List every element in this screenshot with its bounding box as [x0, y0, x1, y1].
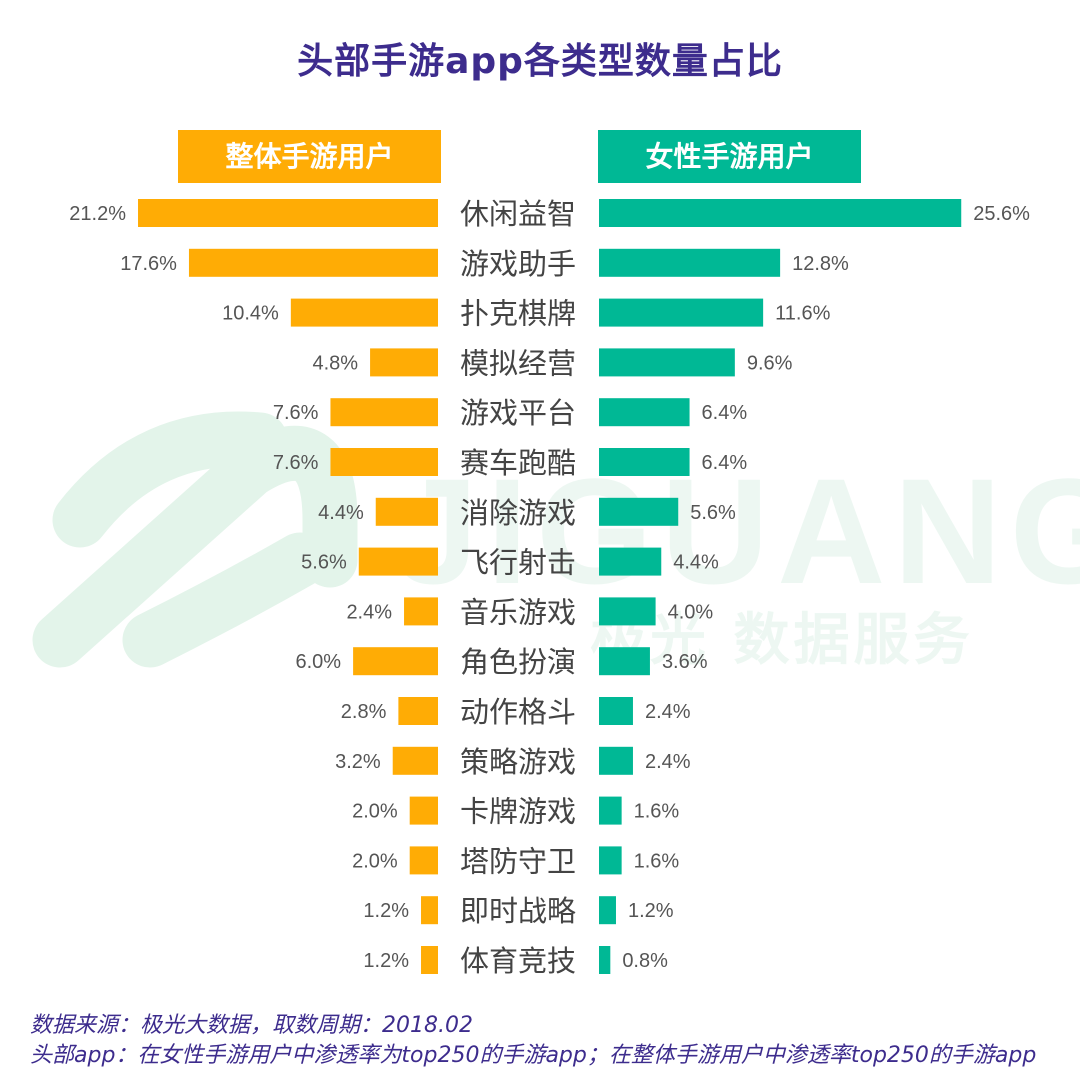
bar-overall-7	[358, 547, 438, 576]
category-label-0: 休闲益智	[460, 197, 576, 231]
legend-overall: 整体手游用户	[178, 130, 441, 183]
bar-overall-3	[370, 348, 438, 377]
value-label-female-0: 25.6%	[973, 203, 1030, 225]
value-label-female-13: 1.6%	[634, 850, 680, 872]
value-label-female-5: 6.4%	[702, 452, 748, 474]
category-label-3: 模拟经营	[460, 346, 576, 380]
value-label-female-4: 6.4%	[702, 402, 748, 424]
value-label-overall-12: 2.0%	[352, 801, 398, 823]
bar-overall-13	[409, 846, 438, 875]
bar-overall-0	[138, 199, 438, 227]
bar-female-15	[599, 946, 611, 974]
bar-female-4	[599, 398, 690, 427]
bar-overall-6	[375, 497, 438, 526]
bar-female-6	[599, 497, 679, 526]
bar-overall-11	[392, 746, 438, 775]
value-label-overall-6: 4.4%	[318, 502, 364, 524]
category-label-2: 扑克棋牌	[460, 297, 576, 331]
bar-female-10	[599, 697, 633, 725]
bar-female-5	[599, 448, 690, 476]
bar-female-1	[599, 248, 781, 277]
bar-overall-12	[409, 796, 438, 825]
value-label-overall-5: 7.6%	[273, 452, 319, 474]
value-label-female-11: 2.4%	[645, 751, 691, 773]
value-label-female-7: 4.4%	[673, 552, 719, 574]
value-label-female-12: 1.6%	[634, 801, 680, 823]
category-label-6: 消除游戏	[460, 496, 576, 530]
value-label-overall-2: 10.4%	[222, 303, 279, 325]
category-label-15: 体育竞技	[460, 944, 576, 978]
legend-female: 女性手游用户	[598, 130, 861, 183]
value-label-overall-9: 6.0%	[296, 651, 342, 673]
value-label-female-3: 9.6%	[747, 352, 793, 374]
value-label-female-9: 3.6%	[662, 651, 708, 673]
value-label-overall-7: 5.6%	[301, 552, 347, 574]
value-label-overall-13: 2.0%	[352, 850, 398, 872]
value-label-female-8: 4.0%	[668, 601, 714, 623]
source-note: 数据来源：极光大数据，取数周期：2018.02	[30, 1013, 473, 1038]
bar-female-13	[599, 846, 622, 875]
category-label-1: 游戏助手	[460, 247, 576, 281]
value-label-female-1: 12.8%	[792, 253, 849, 275]
value-label-overall-1: 17.6%	[120, 253, 177, 275]
bar-female-8	[599, 597, 656, 626]
value-label-overall-3: 4.8%	[312, 352, 358, 374]
category-label-7: 飞行射击	[460, 546, 576, 580]
value-label-female-2: 11.6%	[775, 303, 830, 325]
value-label-female-14: 1.2%	[628, 900, 674, 922]
category-label-11: 策略游戏	[460, 745, 576, 779]
bar-female-14	[599, 896, 616, 925]
bar-overall-5	[330, 448, 438, 476]
bar-overall-15	[421, 946, 438, 974]
category-label-13: 塔防守卫	[460, 844, 576, 878]
category-label-8: 音乐游戏	[460, 595, 576, 629]
value-label-female-6: 5.6%	[690, 502, 736, 524]
bar-female-11	[599, 746, 633, 775]
watermark-brand: JIGUANG	[395, 447, 1080, 615]
category-label-5: 赛车跑酷	[460, 446, 576, 480]
bar-overall-10	[398, 697, 438, 725]
bar-overall-2	[290, 298, 438, 327]
category-label-4: 游戏平台	[460, 396, 576, 430]
bar-female-3	[599, 348, 735, 377]
value-label-overall-11: 3.2%	[335, 751, 381, 773]
category-label-9: 角色扮演	[460, 645, 576, 679]
value-label-overall-14: 1.2%	[363, 900, 409, 922]
value-label-overall-10: 2.8%	[341, 701, 387, 723]
bar-overall-4	[330, 398, 438, 427]
value-label-overall-4: 7.6%	[273, 402, 319, 424]
bar-female-2	[599, 298, 764, 327]
bar-overall-9	[353, 647, 438, 676]
value-label-female-10: 2.4%	[645, 701, 691, 723]
category-label-10: 动作格斗	[460, 695, 576, 729]
bar-overall-14	[421, 896, 438, 925]
bar-female-0	[599, 199, 962, 227]
value-label-overall-8: 2.4%	[346, 601, 392, 623]
bar-overall-8	[404, 597, 438, 626]
category-label-14: 即时战略	[460, 894, 576, 928]
bar-female-7	[599, 547, 662, 576]
value-label-overall-0: 21.2%	[69, 203, 126, 225]
bar-overall-1	[188, 248, 438, 277]
chart-title: 头部手游app各类型数量占比	[297, 41, 783, 82]
value-label-female-15: 0.8%	[622, 950, 668, 972]
value-label-overall-15: 1.2%	[363, 950, 409, 972]
category-label-12: 卡牌游戏	[460, 795, 576, 829]
bar-female-12	[599, 796, 622, 825]
bar-female-9	[599, 647, 650, 676]
definition-note: 头部app：在女性手游用户中渗透率为top250的手游app；在整体手游用户中渗…	[30, 1043, 1037, 1068]
butterfly-bar-chart: 休闲益智 21.2% 25.6% 游戏助手 17.6% 12.8% 扑克棋牌 10.4% 11.…	[69, 197, 1030, 978]
